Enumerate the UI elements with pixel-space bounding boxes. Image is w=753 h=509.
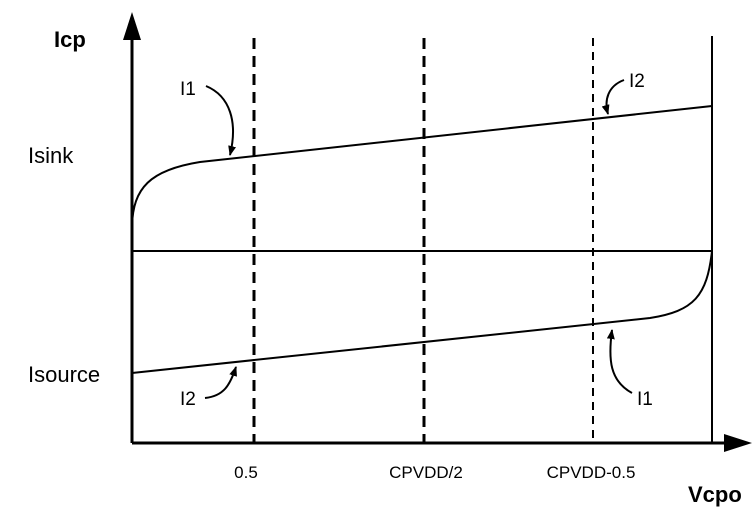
sink-right-annotation-arrow	[601, 79, 625, 115]
y-axis-label: Icp	[54, 27, 86, 52]
x-tick-0.5: 0.5	[234, 463, 258, 482]
source-right-annotation-arrow	[606, 329, 633, 394]
sink-level-label: Isink	[28, 143, 74, 168]
source-right-annotation-label: I1	[637, 389, 653, 410]
x-axis-arrowhead	[724, 434, 752, 452]
sink-left-annotation-arrow	[205, 85, 237, 156]
x-tick-cpvdd-half: CPVDD/2	[389, 463, 463, 482]
x-tick-cpvdd-minus-0.5: CPVDD-0.5	[547, 463, 636, 482]
source-level-label: Isource	[28, 362, 100, 387]
x-axis-label: Vcpo	[688, 482, 742, 507]
source-left-annotation-label: I2	[180, 389, 196, 410]
source-left-annotation-arrow	[204, 366, 237, 399]
sink-right-annotation-label: I2	[629, 71, 645, 92]
source-current-curve	[131, 250, 713, 374]
sink-current-curve	[131, 105, 713, 227]
sink-left-annotation-label: I1	[180, 79, 196, 100]
y-axis-arrowhead	[123, 12, 141, 40]
